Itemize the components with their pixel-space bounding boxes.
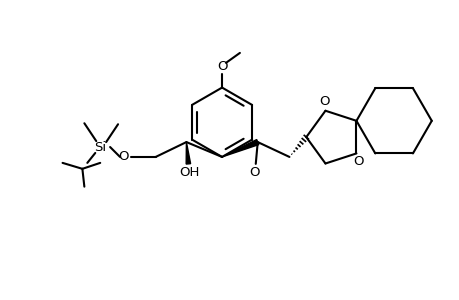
Polygon shape [222, 140, 258, 157]
Text: O: O [249, 166, 259, 179]
Polygon shape [186, 142, 190, 164]
Text: OH: OH [179, 166, 199, 179]
Text: O: O [216, 60, 227, 73]
Text: O: O [118, 150, 129, 164]
Text: Si: Si [94, 140, 106, 154]
Text: O: O [319, 95, 329, 108]
Text: O: O [353, 155, 363, 168]
